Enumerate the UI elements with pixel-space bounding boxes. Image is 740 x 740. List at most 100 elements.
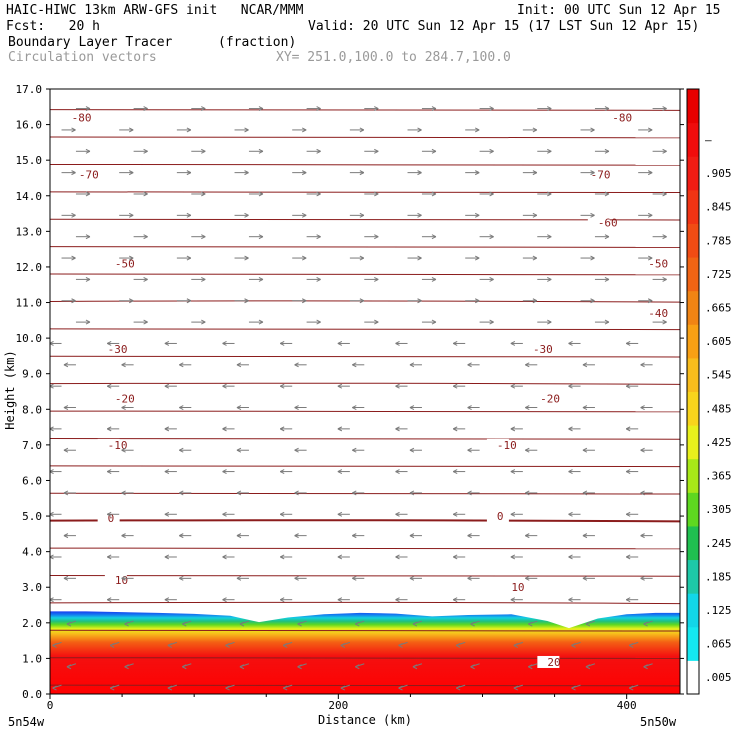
- contour-label: -40: [648, 307, 668, 320]
- contour-label: -80: [72, 111, 92, 124]
- wind-vector: [106, 597, 120, 603]
- wind-vector: [248, 191, 264, 197]
- y-tick-label: 10.0: [16, 332, 43, 345]
- contour-label-bg: [638, 257, 661, 270]
- wind-vector: [306, 319, 321, 325]
- wind-vector: [349, 298, 365, 304]
- wind-vector: [421, 234, 437, 240]
- tracer-field: [50, 611, 680, 694]
- wind-vector: [537, 234, 552, 240]
- colorbar-swatch: [687, 357, 699, 392]
- wind-vector: [455, 684, 466, 691]
- colorbar-label: .845: [705, 201, 732, 214]
- wind-vector: [537, 191, 552, 197]
- wind-vector: [525, 575, 538, 581]
- wind-vector: [594, 319, 610, 325]
- wind-vector: [239, 620, 250, 627]
- contour-label: 10: [511, 581, 524, 594]
- wind-vector: [234, 127, 249, 133]
- wind-vector: [352, 490, 365, 496]
- contour-label: -10: [497, 439, 517, 452]
- contour-label-bg: [97, 438, 120, 451]
- contour-label-bg: [587, 216, 610, 229]
- wind-vector: [294, 447, 307, 453]
- wind-vector: [63, 405, 76, 410]
- contour-label: -70: [79, 168, 99, 181]
- wind-vector: [234, 298, 249, 304]
- wind-vector: [355, 620, 365, 627]
- wind-vector: [337, 426, 350, 432]
- wind-vector: [409, 490, 422, 496]
- temperature-contour: [50, 574, 680, 577]
- wind-vector: [50, 341, 62, 346]
- wind-vector: [133, 106, 148, 112]
- y-tick-label: 13.0: [16, 225, 43, 238]
- wind-vector: [225, 641, 235, 648]
- temperature-contour: [50, 382, 680, 385]
- wind-vector: [455, 641, 466, 648]
- wind-vector: [236, 447, 249, 453]
- wind-vector: [510, 383, 523, 389]
- wind-vector: [306, 276, 321, 282]
- x-tick-label: 200: [328, 699, 348, 712]
- wind-vector: [349, 170, 365, 176]
- wind-vector: [638, 170, 653, 176]
- init-time: Init: 00 UTC Sun 12 Apr 15: [517, 3, 721, 18]
- temperature-contour: [50, 328, 680, 331]
- wind-vector: [628, 641, 639, 648]
- y-tick-label: 6.0: [22, 474, 42, 487]
- colorbar-swatch: [687, 189, 699, 224]
- wind-vector: [52, 684, 62, 691]
- wind-vector: [638, 255, 653, 261]
- contour-label: -50: [115, 257, 135, 270]
- colorbar-label: .545: [705, 369, 732, 382]
- field-unit: (fraction): [218, 35, 297, 50]
- wind-vector: [349, 255, 365, 261]
- wind-vector: [513, 641, 524, 648]
- y-tick-label: 15.0: [16, 154, 43, 167]
- wind-vector: [352, 405, 365, 410]
- wind-vector: [279, 383, 293, 389]
- y-tick-label: 8.0: [22, 403, 42, 416]
- valid-time: Valid: 20 UTC Sun 12 Apr 15 (17 LST Sun …: [308, 19, 700, 34]
- wind-vector: [421, 106, 437, 112]
- colorbar-label: .605: [705, 335, 732, 348]
- wind-vector: [568, 426, 581, 432]
- wind-vector: [452, 426, 466, 432]
- colorbar-swatch: [687, 391, 699, 426]
- wind-vector: [364, 276, 379, 282]
- wind-vector: [594, 234, 610, 240]
- wind-vector: [522, 127, 538, 133]
- wind-vector: [164, 383, 177, 389]
- x-start-label: 5n54w: [8, 715, 45, 729]
- wind-vector: [643, 620, 653, 627]
- wind-vector: [352, 575, 365, 581]
- wind-vector: [452, 511, 466, 517]
- y-tick-label: 4.0: [22, 546, 42, 559]
- wind-vector: [106, 511, 120, 517]
- wind-vector: [510, 469, 523, 475]
- wind-vector: [191, 234, 206, 240]
- wind-vector: [236, 533, 249, 539]
- wind-vector: [452, 554, 466, 560]
- wind-vector: [479, 148, 494, 154]
- wind-vector: [582, 447, 595, 453]
- wind-vector: [282, 684, 293, 691]
- wind-vector: [640, 490, 653, 496]
- wind-vector: [121, 447, 134, 453]
- wind-vector: [164, 469, 177, 475]
- temperature-contour: [50, 601, 680, 605]
- wind-vector: [133, 234, 148, 240]
- contour-label: -50: [648, 257, 668, 270]
- wind-vector: [409, 575, 422, 581]
- colorbar-swatch: [687, 223, 699, 258]
- vectors-label: Circulation vectors: [8, 50, 157, 65]
- wind-vector: [568, 341, 581, 346]
- wind-vector: [594, 106, 610, 112]
- wind-vector: [470, 663, 480, 670]
- wind-vector: [522, 298, 538, 304]
- wind-vector: [568, 511, 581, 517]
- x-tick-label: 400: [617, 699, 637, 712]
- wind-vector: [179, 447, 192, 453]
- contour-label-bg: [537, 655, 560, 668]
